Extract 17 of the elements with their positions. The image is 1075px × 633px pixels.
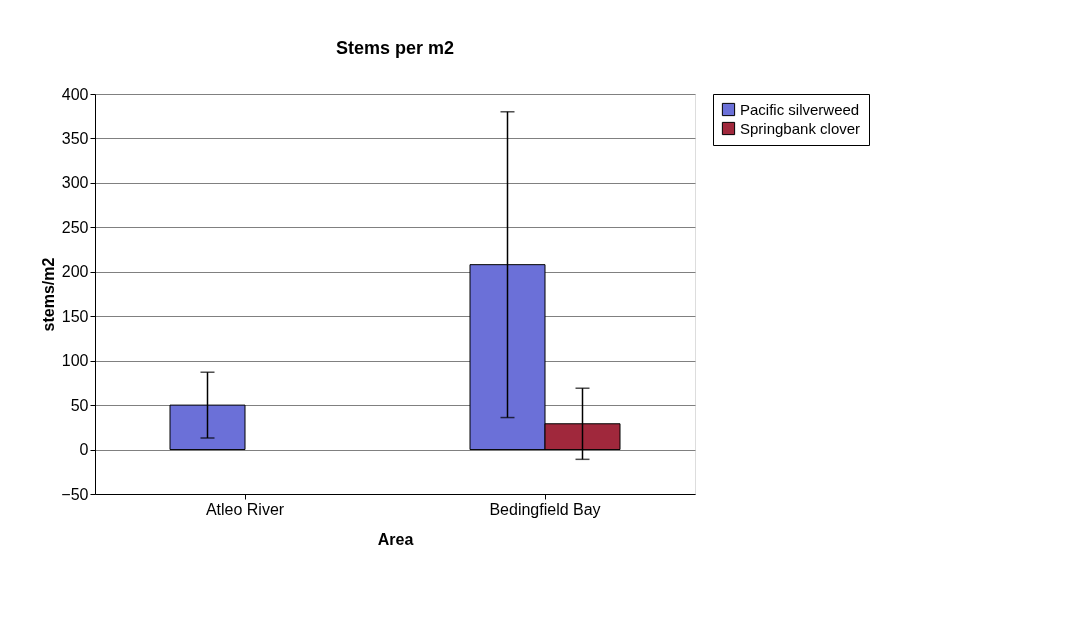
- y-tick-label: 200: [61, 263, 89, 281]
- x-axis-title: Area: [377, 530, 414, 548]
- y-tick-label: −50: [61, 485, 89, 503]
- y-tick-label: 100: [61, 352, 89, 370]
- y-axis-title: stems/m2: [40, 257, 58, 332]
- y-tick-label: 250: [61, 218, 89, 236]
- legend-label: Springbank clover: [740, 119, 861, 137]
- y-tick-label: 350: [61, 129, 89, 147]
- x-tick-label: Atleo River: [205, 500, 285, 518]
- y-tick-label: 150: [61, 307, 89, 325]
- chart-title: Stems per m2: [335, 38, 455, 58]
- y-tick-label: 400: [61, 85, 89, 103]
- legend-label: Pacific silverweed: [740, 100, 860, 118]
- x-tick-label: Bedingfield Bay: [489, 500, 601, 518]
- y-tick-label: 300: [61, 174, 89, 192]
- y-tick-label: 50: [70, 396, 89, 414]
- y-tick-label: 0: [79, 441, 89, 459]
